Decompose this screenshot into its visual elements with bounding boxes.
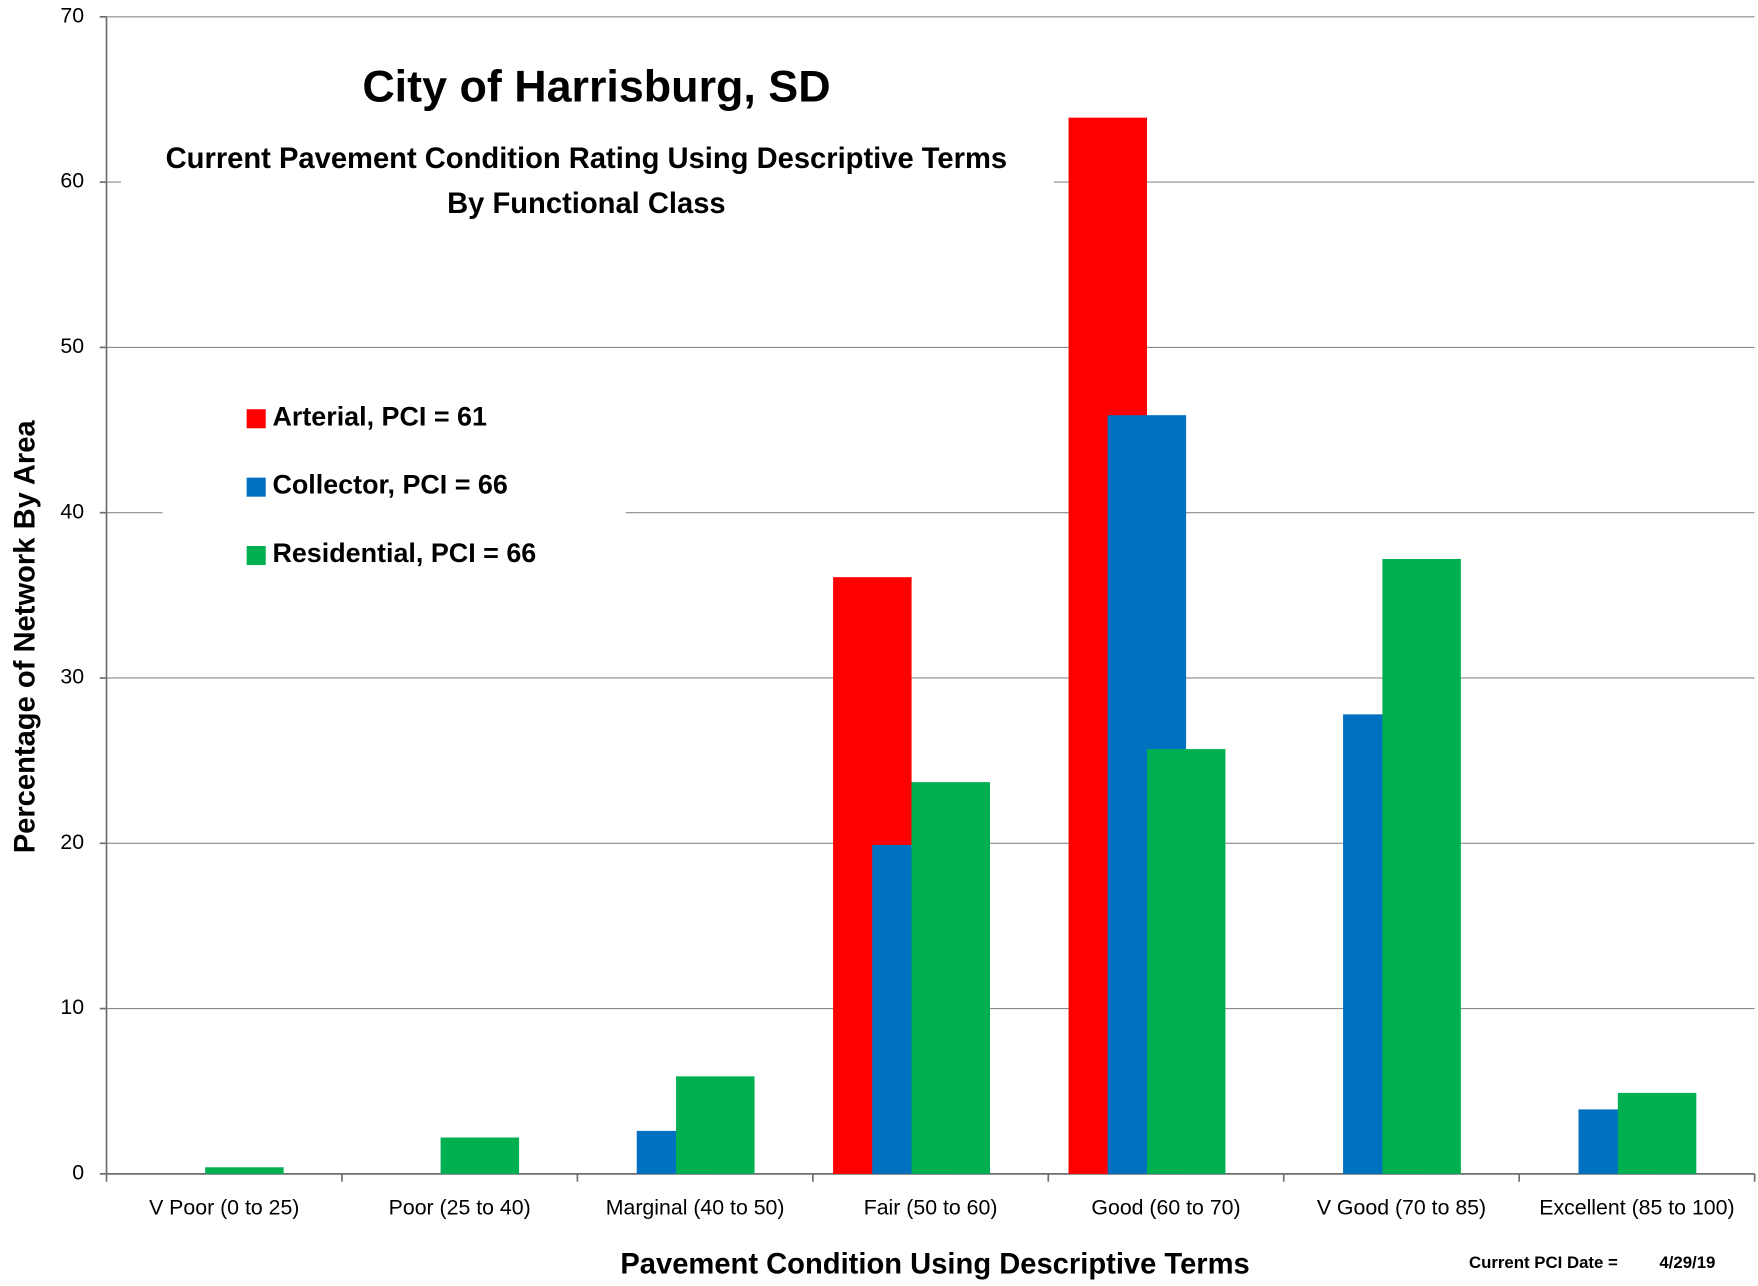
x-tick-label: Excellent (85 to 100) xyxy=(1539,1195,1734,1219)
bar xyxy=(1617,1092,1697,1174)
bar xyxy=(911,782,990,1174)
x-tick-label: Marginal (40 to 50) xyxy=(606,1195,785,1219)
y-tick-label: 30 xyxy=(60,665,84,689)
y-tick-label: 60 xyxy=(60,169,84,193)
grid: 0 10 20 30 40 50 60 70 V Poor (0 to 25) Poor (25 … xyxy=(60,3,1756,1219)
annotation: 4/29/19 xyxy=(1659,1253,1715,1272)
annotation: Current PCI Date = xyxy=(1469,1253,1618,1272)
x-tick-label: Fair (50 to 60) xyxy=(864,1195,998,1219)
y-axis-label: Percentage of Network By Area xyxy=(10,420,42,854)
title-box xyxy=(121,58,1054,238)
bar xyxy=(1382,558,1461,1174)
bar xyxy=(205,1167,284,1174)
legend-swatch xyxy=(246,477,266,497)
y-tick-label: 10 xyxy=(60,995,84,1019)
legend-label: Residential, PCI = 66 xyxy=(272,538,536,568)
bars xyxy=(205,117,1697,1174)
legend-box xyxy=(162,381,626,598)
x-tick-label: Poor (25 to 40) xyxy=(389,1195,531,1219)
legend: Arterial, PCI = 61 Collector, PCI = 66 Res… xyxy=(162,381,626,598)
x-tick-label: V Good (70 to 85) xyxy=(1317,1195,1486,1219)
bar xyxy=(1146,749,1226,1174)
x-tick-label: Good (60 to 70) xyxy=(1091,1195,1240,1219)
legend-swatch xyxy=(246,546,266,566)
y-tick-label: 70 xyxy=(60,3,84,27)
legend-label: Collector, PCI = 66 xyxy=(272,470,507,500)
chart-title: City of Harrisburg, SD xyxy=(362,61,830,112)
y-tick-label: 40 xyxy=(60,499,84,523)
y-tick-label: 50 xyxy=(60,334,84,358)
chart-subtitle: Current Pavement Condition Rating Using … xyxy=(166,143,1007,175)
x-tick-label: V Poor (0 to 25) xyxy=(149,1195,299,1219)
legend-label: Arterial, PCI = 61 xyxy=(272,401,487,431)
bar xyxy=(440,1137,520,1174)
y-tick-label: 0 xyxy=(72,1161,84,1185)
y-tick-label: 20 xyxy=(60,830,84,854)
bar xyxy=(676,1076,755,1174)
x-axis-label: Pavement Condition Using Descriptive Ter… xyxy=(620,1249,1249,1281)
chart-subtitle: By Functional Class xyxy=(447,188,726,220)
legend-swatch xyxy=(246,409,266,429)
